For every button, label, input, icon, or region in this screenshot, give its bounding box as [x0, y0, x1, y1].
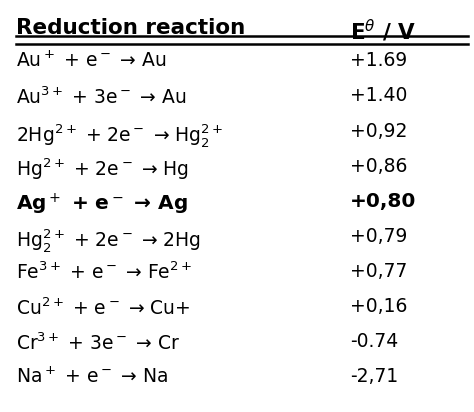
Text: +1.69: +1.69 — [350, 52, 407, 70]
Text: Na$^+$ + e$^-$ → Na: Na$^+$ + e$^-$ → Na — [16, 368, 167, 387]
Text: 2Hg$^{2+}$ + 2e$^-$ → Hg$_2^{2+}$: 2Hg$^{2+}$ + 2e$^-$ → Hg$_2^{2+}$ — [16, 122, 223, 149]
Text: Au$^{3+}$ + 3e$^-$ → Au: Au$^{3+}$ + 3e$^-$ → Au — [16, 87, 186, 108]
Text: +0,86: +0,86 — [350, 157, 408, 176]
Text: Reduction reaction: Reduction reaction — [16, 18, 245, 38]
Text: Au$^+$ + e$^-$ → Au: Au$^+$ + e$^-$ → Au — [16, 52, 166, 71]
Text: Hg$^{2+}$ + 2e$^-$ → Hg: Hg$^{2+}$ + 2e$^-$ → Hg — [16, 157, 189, 182]
Text: -2,71: -2,71 — [350, 368, 398, 386]
Text: +0,16: +0,16 — [350, 297, 408, 316]
Text: +1.40: +1.40 — [350, 87, 408, 105]
Text: Ag$^+$ + e$^-$ → Ag: Ag$^+$ + e$^-$ → Ag — [16, 192, 187, 217]
Text: Cu$^{2+}$ + e$^-$ → Cu+: Cu$^{2+}$ + e$^-$ → Cu+ — [16, 297, 190, 318]
Text: Fe$^{3+}$ + e$^-$ → Fe$^{2+}$: Fe$^{3+}$ + e$^-$ → Fe$^{2+}$ — [16, 262, 192, 283]
Text: E$^{\theta}$ / V: E$^{\theta}$ / V — [350, 18, 416, 44]
Text: +0,79: +0,79 — [350, 227, 408, 246]
Text: +0,80: +0,80 — [350, 192, 417, 211]
Text: +0,92: +0,92 — [350, 122, 408, 140]
Text: Cr$^{3+}$ + 3e$^-$ → Cr: Cr$^{3+}$ + 3e$^-$ → Cr — [16, 332, 180, 354]
Text: Hg$_2^{2+}$ + 2e$^-$ → 2Hg: Hg$_2^{2+}$ + 2e$^-$ → 2Hg — [16, 227, 201, 254]
Text: -0.74: -0.74 — [350, 332, 398, 351]
Text: +0,77: +0,77 — [350, 262, 408, 281]
